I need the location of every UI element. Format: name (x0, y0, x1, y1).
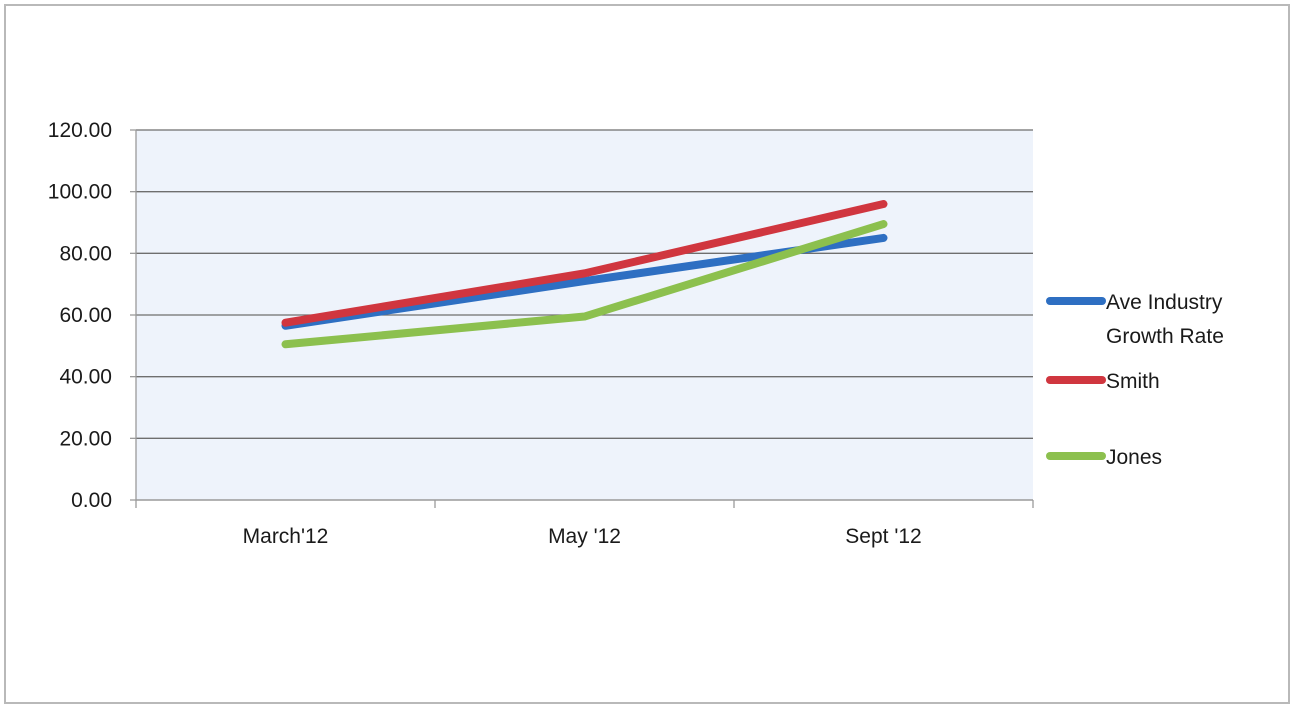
y-tick-label: 20.00 (59, 427, 112, 450)
y-axis-tick-labels: 0.00 20.00 40.00 60.00 80.00 100.00 120.00 (48, 119, 112, 512)
y-tick-label: 100.00 (48, 181, 112, 204)
line-chart: 0.00 20.00 40.00 60.00 80.00 100.00 120.00 Mar… (48, 119, 1224, 548)
series-lines (281, 200, 888, 349)
x-tick-label: May '12 (548, 525, 621, 548)
series-line-smith (281, 200, 888, 327)
legend: Ave Industry Growth Rate Smith Jones (1046, 291, 1224, 469)
y-tick-label: 60.00 (59, 304, 112, 327)
x-axis-tick-labels: March'12 May '12 Sept '12 (243, 525, 922, 548)
axes (135, 130, 1034, 508)
legend-label: Smith (1106, 370, 1160, 393)
legend-label: Jones (1106, 446, 1162, 469)
series-line-jones (281, 220, 888, 349)
y-tick-label: 40.00 (59, 366, 112, 389)
legend-label: Ave Industry (1106, 291, 1223, 314)
y-tick-label: 120.00 (48, 119, 112, 142)
y-tick-label: 80.00 (59, 242, 112, 265)
x-tick-label: Sept '12 (845, 525, 921, 548)
legend-label: Growth Rate (1106, 325, 1224, 348)
y-tick-label: 0.00 (71, 489, 112, 512)
x-tick-label: March'12 (243, 525, 329, 548)
